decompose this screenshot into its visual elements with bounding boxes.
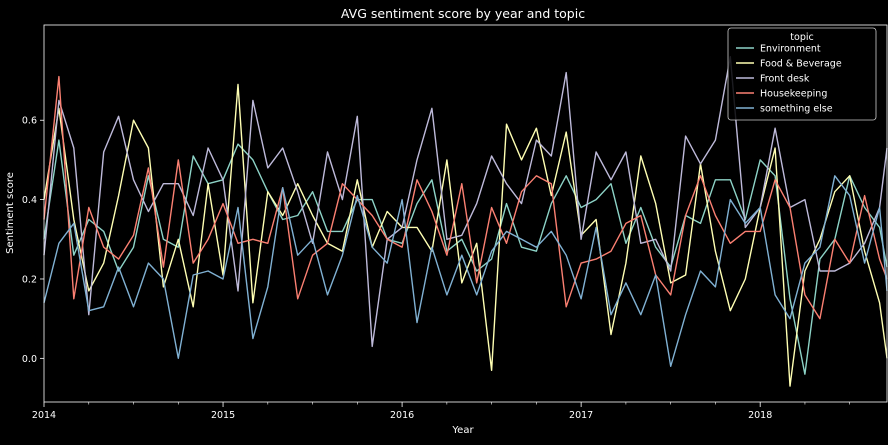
x-tick-label: 2016 xyxy=(390,410,414,421)
y-axis: 0.0 0.2 0.4 0.6 xyxy=(22,116,44,365)
series-line-4 xyxy=(43,175,888,367)
series-line-3 xyxy=(43,75,888,320)
y-tick-label: 0.2 xyxy=(22,274,37,285)
y-tick-label: 0.0 xyxy=(22,354,37,365)
x-tick-label: 2015 xyxy=(211,410,235,421)
legend-entry-label: Food & Beverage xyxy=(760,59,842,70)
x-tick-label: 2018 xyxy=(748,410,772,421)
legend: topic Environment Food & Beverage Front de… xyxy=(727,27,877,121)
axes-frame xyxy=(43,24,888,403)
x-axis-label: Year xyxy=(451,425,474,436)
x-tick-label: 2014 xyxy=(32,410,56,421)
series-line-0 xyxy=(43,139,888,375)
x-tick-label: 2017 xyxy=(569,410,593,421)
legend-entry-label: something else xyxy=(760,104,833,115)
legend-entry-label: Housekeeping xyxy=(760,89,827,100)
legend-box xyxy=(727,27,877,121)
legend-title: topic xyxy=(790,32,813,43)
x-axis: 2014 2015 2016 2017 2018 xyxy=(32,402,851,421)
series-line-2 xyxy=(43,56,888,348)
series-line-1 xyxy=(43,83,888,387)
y-tick-label: 0.4 xyxy=(22,195,37,206)
y-tick-label: 0.6 xyxy=(22,116,37,127)
y-axis-label: Sentiment score xyxy=(5,172,16,254)
plot-lines xyxy=(43,56,888,387)
legend-entry-label: Front desk xyxy=(760,74,810,85)
legend-entry-label: Environment xyxy=(760,44,821,55)
legend-items: Environment Food & Beverage Front desk Hous… xyxy=(736,44,842,115)
chart-title: AVG sentiment score by year and topic xyxy=(341,6,585,21)
